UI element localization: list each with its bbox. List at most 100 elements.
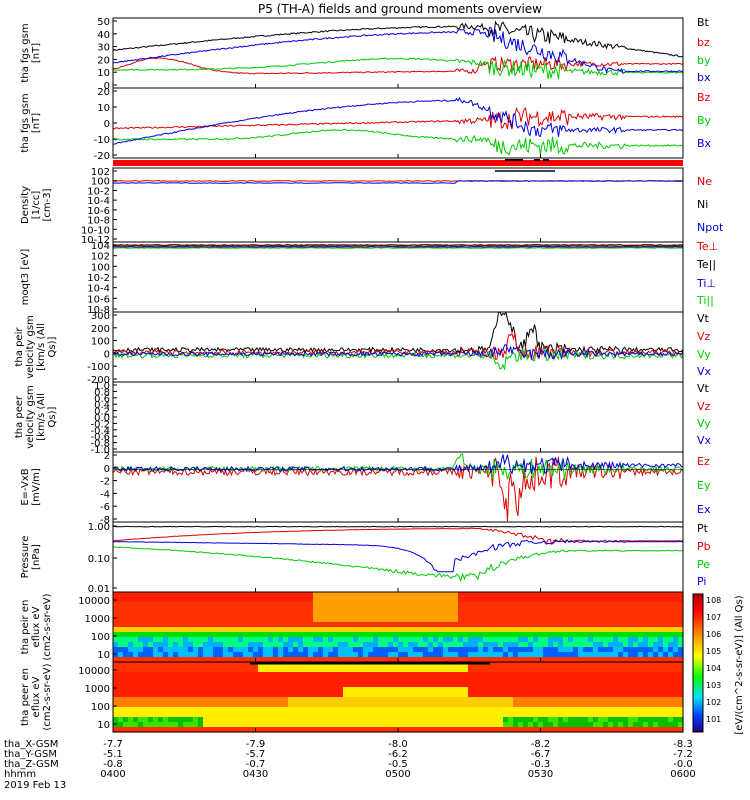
y-tick-label: 100 [91,702,110,713]
spectrogram-cell [433,592,439,598]
spectrogram-cell [233,637,239,643]
spectrogram-cell [238,652,244,658]
spectrogram-cell [388,692,394,698]
spectrogram-cell [418,677,424,683]
spectrogram-cell [258,592,264,598]
spectrogram-cell [658,692,664,698]
spectrogram-cell [418,597,424,603]
spectrogram-cell [613,637,619,643]
spectrogram-cell [348,607,354,613]
spectrogram-cell [658,642,664,648]
spectrogram-cell [133,667,139,673]
spectrogram-cell [438,712,444,718]
spectrogram-cell [313,647,319,653]
spectrogram-cell [673,632,679,638]
spectrogram-cell [158,617,164,623]
spectrogram-cell [238,672,244,678]
spectrogram-cell [203,652,209,658]
spectrogram-cell [133,627,139,633]
spectrogram-cell [188,722,194,728]
spectrogram-cell [398,707,404,713]
spectrogram-cell [193,692,199,698]
spectrogram-cell [288,637,294,643]
spectrogram-cell [133,617,139,623]
spectrogram-cell [613,662,619,668]
spectrogram-cell [638,607,644,613]
spectrogram-cell [258,727,264,733]
spectrogram-cell [388,652,394,658]
spectrogram-cell [408,652,414,658]
spectrogram-cell [378,687,384,693]
spectrogram-cell [293,697,299,703]
spectrogram-cell [338,682,344,688]
spectrogram-cell [528,607,534,613]
spectrogram-cell [363,662,369,668]
spectrogram-cell [228,627,234,633]
spectrogram-cell [183,652,189,658]
spectrogram-cell [408,712,414,718]
spectrogram-cell [348,612,354,618]
spectrogram-cell [513,727,519,733]
spectrogram-cell [123,672,129,678]
spectrogram-cell [553,602,559,608]
spectrogram-cell [463,667,469,673]
spectrogram-cell [478,702,484,708]
spectrogram-cell [663,672,669,678]
spectrogram-cell [188,717,194,723]
spectrogram-cell [488,692,494,698]
spectrogram-cell [248,637,254,643]
spectrogram-cell [413,692,419,698]
spectrogram-cell [478,662,484,668]
spectrogram-cell [293,707,299,713]
spectrogram-cell [198,667,204,673]
spectrogram-cell [618,642,624,648]
spectrogram-cell [173,602,179,608]
series-line-npot [112,180,684,184]
spectrogram-cell [203,727,209,733]
spectrogram-cell [273,722,279,728]
spectrogram-cell [368,652,374,658]
spectrogram-cell [498,632,504,638]
spectrogram-cell [383,612,389,618]
spectrogram-cell [598,592,604,598]
spectrogram-cell [678,617,684,623]
spectrogram-cell [433,652,439,658]
spectrogram-cell [153,677,159,683]
spectrogram-cell [603,717,609,723]
spectrogram-cell [193,602,199,608]
spectrogram-cell [548,597,554,603]
spectrogram-cell [488,602,494,608]
colorbar-tick: 103 [706,681,721,690]
spectrogram-cell [268,727,274,733]
footer-value: -0.0 [673,759,693,770]
spectrogram-cell [373,672,379,678]
spectrogram-cell [353,632,359,638]
spectrogram-cell [653,617,659,623]
spectrogram-cell [168,707,174,713]
spectrogram-cell [493,607,499,613]
spectrogram-cell [278,667,284,673]
y-tick-label: 10 [97,720,110,731]
spectrogram-cell [483,622,489,628]
spectrogram-cell [563,672,569,678]
spectrogram-cell [258,707,264,713]
spectrogram-cell [303,692,309,698]
spectrogram-cell [383,687,389,693]
y-axis-label: [km/s (All [36,323,47,371]
spectrogram-cell [208,667,214,673]
spectrogram-cell [248,677,254,683]
spectrogram-cell [643,662,649,668]
spectrogram-cell [183,632,189,638]
spectrogram-cell [123,622,129,628]
spectrogram-cell [223,687,229,693]
spectrogram-cell [268,647,274,653]
spectrogram-cell [643,707,649,713]
spectrogram-cell [403,682,409,688]
spectrogram-cell [478,687,484,693]
spectrogram-cell [358,692,364,698]
spectrogram-cell [373,632,379,638]
spectrogram-cell [273,702,279,708]
spectrogram-cell [568,687,574,693]
spectrogram-cell [178,637,184,643]
spectrogram-cell [498,727,504,733]
